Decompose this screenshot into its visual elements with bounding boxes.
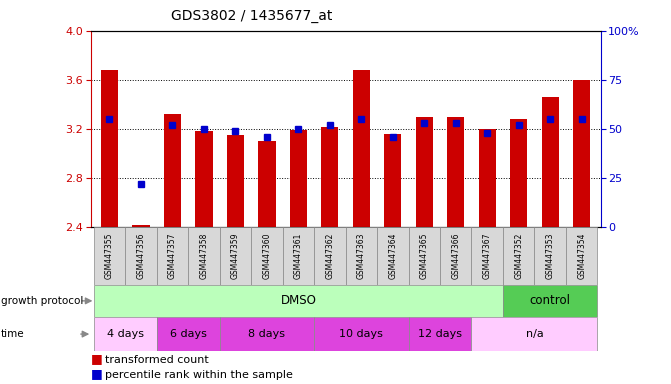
Bar [353, 70, 370, 227]
Text: GSM447352: GSM447352 [514, 233, 523, 279]
Text: GDS3802 / 1435677_at: GDS3802 / 1435677_at [171, 9, 332, 23]
Bar [534, 227, 566, 285]
Bar [472, 317, 597, 351]
Bar [290, 130, 307, 227]
Bar [132, 225, 150, 227]
Text: GSM447360: GSM447360 [262, 233, 271, 280]
Bar [472, 227, 503, 285]
Bar [384, 134, 401, 227]
Bar [251, 227, 282, 285]
Bar [510, 119, 527, 227]
Bar [377, 227, 409, 285]
Text: 4 days: 4 days [107, 329, 144, 339]
Bar [94, 285, 503, 317]
Text: GSM447364: GSM447364 [389, 233, 397, 280]
Bar [258, 141, 276, 227]
Text: n/a: n/a [525, 329, 544, 339]
Text: transformed count: transformed count [105, 355, 209, 365]
Text: GSM447362: GSM447362 [325, 233, 334, 279]
Bar [195, 131, 213, 227]
Bar [164, 114, 181, 227]
Bar [447, 117, 464, 227]
Text: 12 days: 12 days [418, 329, 462, 339]
Bar [219, 317, 314, 351]
Bar [227, 135, 244, 227]
Text: GSM447367: GSM447367 [482, 233, 492, 280]
Bar [314, 317, 409, 351]
Text: 10 days: 10 days [340, 329, 383, 339]
Text: 8 days: 8 days [248, 329, 285, 339]
Text: DMSO: DMSO [280, 295, 316, 307]
Bar [321, 127, 338, 227]
Bar [125, 227, 157, 285]
Bar [157, 227, 188, 285]
Text: ■: ■ [91, 352, 103, 365]
Bar [478, 129, 496, 227]
Bar [409, 227, 440, 285]
Text: GSM447353: GSM447353 [546, 233, 555, 280]
Text: ■: ■ [91, 367, 103, 380]
Bar [314, 227, 346, 285]
Text: GSM447365: GSM447365 [420, 233, 429, 280]
Text: time: time [1, 329, 24, 339]
Bar [94, 227, 125, 285]
Bar [566, 227, 597, 285]
Text: GSM447358: GSM447358 [199, 233, 209, 279]
Text: GSM447355: GSM447355 [105, 233, 114, 280]
Bar [503, 285, 597, 317]
Text: GSM447359: GSM447359 [231, 233, 240, 280]
Bar [157, 317, 219, 351]
Text: GSM447361: GSM447361 [294, 233, 303, 279]
Text: percentile rank within the sample: percentile rank within the sample [105, 370, 293, 380]
Text: growth protocol: growth protocol [1, 296, 83, 306]
Bar [346, 227, 377, 285]
Bar [282, 227, 314, 285]
Bar [503, 227, 534, 285]
Bar [573, 80, 590, 227]
Bar [409, 317, 472, 351]
Bar [440, 227, 472, 285]
Text: GSM447366: GSM447366 [451, 233, 460, 280]
Text: GSM447354: GSM447354 [577, 233, 586, 280]
Text: GSM447357: GSM447357 [168, 233, 177, 280]
Bar [94, 317, 157, 351]
Bar [415, 117, 433, 227]
Bar [541, 97, 559, 227]
Text: control: control [529, 295, 570, 307]
Bar [219, 227, 251, 285]
Text: 6 days: 6 days [170, 329, 207, 339]
Text: GSM447356: GSM447356 [136, 233, 146, 280]
Text: GSM447363: GSM447363 [357, 233, 366, 280]
Bar [188, 227, 219, 285]
Bar [101, 70, 118, 227]
